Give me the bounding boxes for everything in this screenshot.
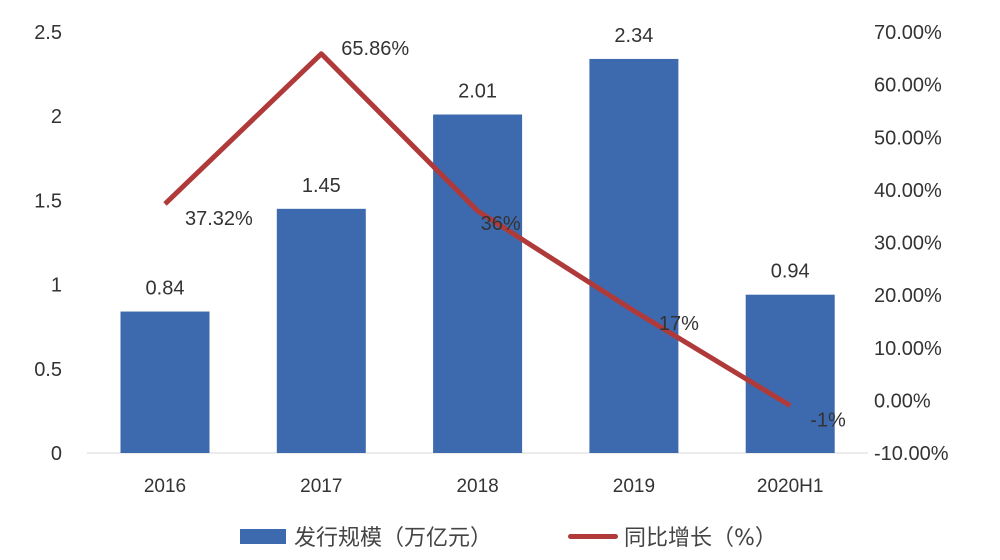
right-axis-tick: 30.00%	[874, 233, 942, 255]
right-axis-tick: 10.00%	[874, 338, 942, 360]
line-data-label: 17%	[659, 313, 699, 335]
right-axis-tick: -10.00%	[874, 443, 949, 465]
right-axis-tick: 20.00%	[874, 285, 942, 307]
left-axis-tick: 2	[51, 106, 62, 128]
left-axis-tick: 0	[51, 443, 62, 465]
right-axis-tick: 70.00%	[874, 22, 942, 44]
bar-data-label: 2.34	[614, 25, 653, 47]
left-axis-tick: 1	[51, 275, 62, 297]
x-axis-tick: 2018	[456, 476, 498, 497]
right-axis-tick: 50.00%	[874, 127, 942, 149]
right-axis-tick: 0.00%	[874, 390, 931, 412]
line-data-label: 37.32%	[185, 208, 253, 230]
legend: 发行规模（万亿元） 同比增长（%）	[240, 520, 777, 552]
left-axis-tick: 2.5	[34, 22, 62, 44]
line-data-label: 36%	[481, 213, 521, 235]
bar	[745, 294, 835, 453]
bar	[433, 114, 523, 454]
x-axis-tick: 2016	[144, 476, 186, 497]
right-axis-tick: 60.00%	[874, 75, 942, 97]
bar-data-label: 2.01	[458, 81, 497, 103]
left-axis-tick: 1.5	[34, 190, 62, 212]
combo-chart: 0 0.5 1 1.5 2 2.5 -10.00% 0.00% 10.00% 20.00% 30.0…	[34, 22, 949, 497]
bar	[276, 208, 366, 453]
bar-data-label: 0.84	[146, 278, 185, 300]
bar	[120, 311, 210, 453]
legend-bar-swatch	[240, 528, 286, 544]
legend-bar-label: 发行规模（万亿元）	[294, 526, 493, 551]
bar-data-label: 0.94	[771, 261, 810, 283]
x-axis-tick: 2017	[300, 476, 342, 497]
bar	[589, 58, 679, 453]
line-data-label: -1%	[810, 410, 846, 432]
left-axis-tick: 0.5	[34, 359, 62, 381]
x-axis-tick: 2020H1	[757, 476, 824, 497]
legend-line-label: 同比增长（%）	[624, 526, 777, 551]
line-data-label: 65.86%	[341, 38, 409, 60]
right-axis-tick: 40.00%	[874, 180, 942, 202]
x-axis-tick: 2019	[613, 476, 655, 497]
legend-line-swatch	[568, 533, 619, 539]
bar-data-label: 1.45	[302, 175, 341, 197]
